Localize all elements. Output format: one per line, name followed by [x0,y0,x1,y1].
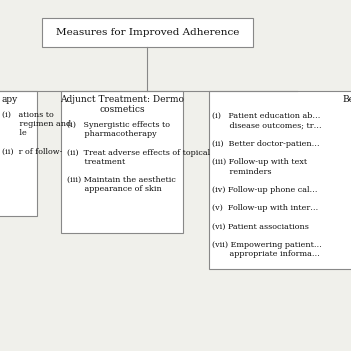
FancyBboxPatch shape [42,18,253,47]
FancyBboxPatch shape [0,91,37,216]
Text: (i)   Synergistic effects to
       pharmacotherapy

(ii)  Treat adverse effects: (i) Synergistic effects to pharmacothera… [67,121,210,193]
Text: apy: apy [2,95,18,104]
FancyBboxPatch shape [61,91,183,233]
Text: Behavi: Behavi [342,95,351,104]
Text: (i)   ations to
       regimen and
       le

(ii)  r of follow-: (i) ations to regimen and le (ii) r of f… [2,111,71,155]
Text: Adjunct Treatment: Dermo
cosmetics: Adjunct Treatment: Dermo cosmetics [60,95,184,114]
FancyBboxPatch shape [209,91,351,269]
Text: (i)   Patient education ab…
       disease outcomes; tr…

(ii)  Better doctor-pa: (i) Patient education ab… disease outcom… [212,112,322,258]
Text: Measures for Improved Adherence: Measures for Improved Adherence [56,28,239,37]
